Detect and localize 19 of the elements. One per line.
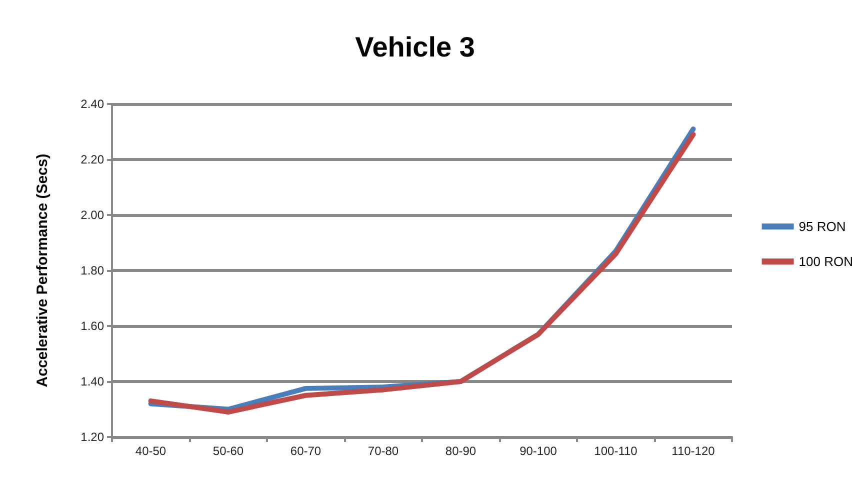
y-axis-title: Accelerative Performance (Secs) — [34, 154, 51, 388]
x-tick-label: 60-70 — [290, 444, 322, 458]
legend-label: 95 RON — [798, 219, 846, 234]
y-tick-label: 1.80 — [80, 264, 104, 278]
x-tick-label: 90-100 — [520, 444, 558, 458]
y-tick-label: 1.20 — [80, 430, 104, 444]
chart-title: Vehicle 3 — [355, 32, 475, 62]
y-tick-label: 1.40 — [80, 374, 104, 388]
y-tick-label: 2.20 — [80, 152, 104, 166]
y-tick-label: 2.40 — [80, 97, 104, 111]
x-tick-label: 110-120 — [672, 444, 716, 458]
x-tick-label: 80-90 — [445, 444, 476, 458]
x-tick-label: 40-50 — [135, 444, 166, 458]
y-tick-label: 1.60 — [80, 319, 104, 333]
y-tick-label: 2.00 — [80, 208, 104, 222]
x-tick-label: 50-60 — [212, 444, 244, 458]
x-tick-label: 70-80 — [368, 444, 399, 458]
legend-label: 100 RON — [798, 254, 854, 269]
x-tick-label: 100-110 — [594, 444, 638, 458]
